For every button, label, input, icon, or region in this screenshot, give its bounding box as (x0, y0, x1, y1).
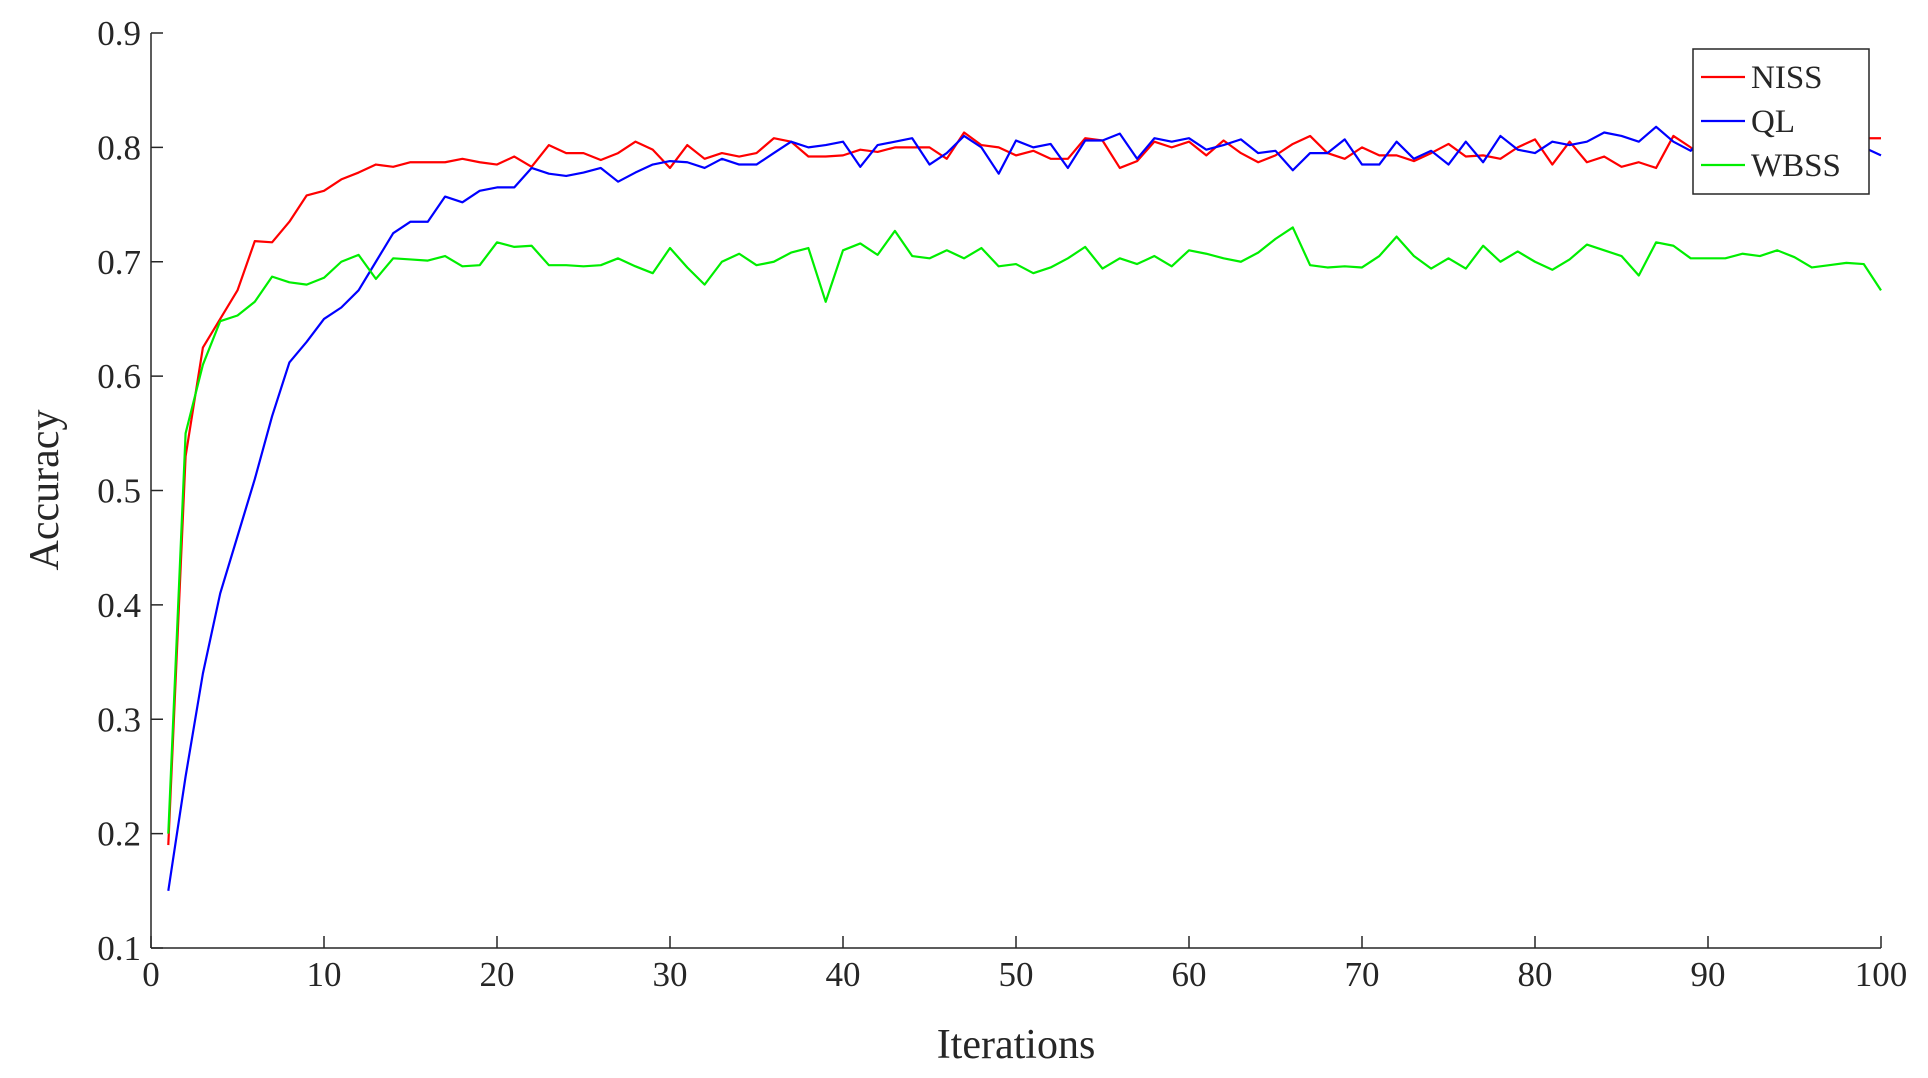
legend-label: NISS (1751, 60, 1823, 96)
y-tick-label: 0.4 (97, 586, 141, 625)
x-tick-label: 100 (1855, 955, 1908, 994)
y-tick-label: 0.2 (97, 815, 141, 854)
x-tick-label: 0 (142, 955, 160, 994)
x-tick-label: 10 (307, 955, 342, 994)
x-tick-label: 70 (1345, 955, 1380, 994)
y-tick-label: 0.9 (97, 14, 141, 53)
x-axis-label: Iterations (937, 1022, 1096, 1068)
x-tick-label: 80 (1518, 955, 1553, 994)
y-tick-label: 0.6 (97, 357, 141, 396)
x-tick-label: 30 (653, 955, 688, 994)
series-line (167, 226, 1882, 834)
y-tick-label: 0.7 (97, 243, 141, 282)
x-tick-label: 20 (480, 955, 515, 994)
x-tick-label: 50 (999, 955, 1034, 994)
y-tick-label: 0.1 (97, 929, 141, 968)
series-line (167, 125, 1882, 891)
legend-label: WBSS (1751, 148, 1841, 184)
series-line (167, 131, 1881, 846)
y-tick-label: 0.5 (97, 472, 141, 511)
y-tick-label: 0.8 (97, 128, 141, 167)
legend-label: QL (1751, 104, 1795, 140)
x-tick-label: 90 (1691, 955, 1726, 994)
y-axis-label: Accuracy (22, 410, 68, 571)
x-tick-label: 60 (1172, 955, 1207, 994)
y-tick-label: 0.3 (97, 700, 141, 739)
x-tick-label: 40 (826, 955, 861, 994)
legend: NISS QL WBSS (1692, 48, 1870, 195)
